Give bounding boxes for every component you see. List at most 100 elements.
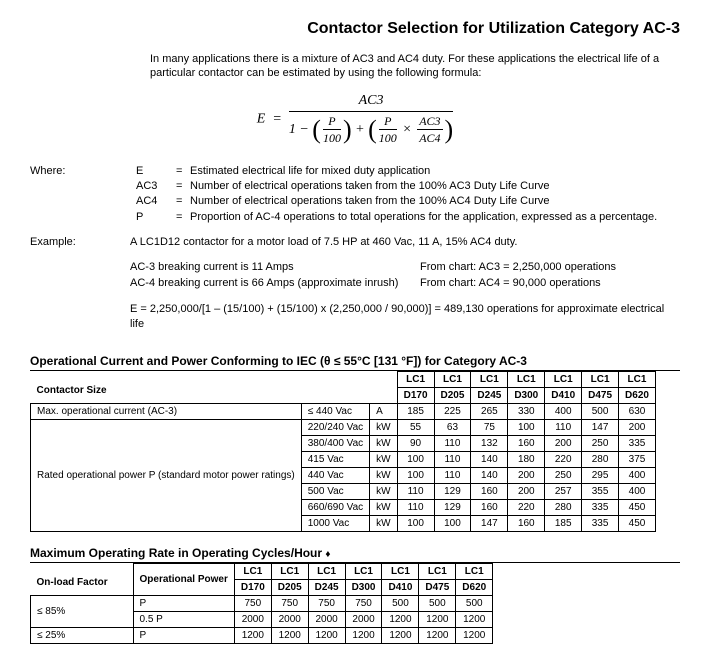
- t1-r6-v1: 100: [434, 516, 471, 532]
- t1-r2-v3: 180: [508, 452, 545, 468]
- formula-lhs: E: [257, 111, 266, 126]
- t1-r5-v3: 220: [508, 500, 545, 516]
- t1-r6-v0: 100: [397, 516, 434, 532]
- formula-eq: =: [272, 111, 281, 126]
- t2-r0-v4: 500: [382, 596, 419, 612]
- t1-r0-v0: 55: [397, 420, 434, 436]
- def-sym-3: P: [136, 210, 176, 225]
- t1-maxop-v4: 400: [545, 404, 582, 420]
- t1-r5-v1: 129: [434, 500, 471, 516]
- def-eq-3: =: [176, 210, 190, 225]
- t2-r2-v1: 1200: [271, 628, 308, 644]
- t1-r3-v3: 200: [508, 468, 545, 484]
- def-eq-1: =: [176, 179, 190, 194]
- table2-heading: Maximum Operating Rate in Operating Cycl…: [30, 546, 680, 563]
- example-right-2: From chart: AC4 = 90,000 operations: [420, 275, 680, 292]
- t1-r6-v3: 160: [508, 516, 545, 532]
- t1-r2-v2: 140: [471, 452, 508, 468]
- t2-lc1-4: LC1: [382, 564, 419, 580]
- t1-r2-v1: 110: [434, 452, 471, 468]
- t1-r1-v5: 250: [582, 436, 619, 452]
- t1-r3-v6: 400: [619, 468, 656, 484]
- t2-r1-power: 0.5 P: [133, 612, 234, 628]
- where-label: Where:: [30, 164, 136, 179]
- t2-r1-v5: 1200: [419, 612, 456, 628]
- t2-lc1-3: LC1: [345, 564, 382, 580]
- t1-r4-cond: 500 Vac: [301, 484, 369, 500]
- t1-model-4: D410: [545, 388, 582, 404]
- oppower-label: Operational Power: [133, 564, 234, 596]
- t1-maxop-cond: ≤ 440 Vac: [301, 404, 369, 420]
- table1-heading: Operational Current and Power Conforming…: [30, 354, 680, 371]
- formula-ac3: AC3: [417, 114, 442, 130]
- t2-r0-v0: 750: [234, 596, 271, 612]
- formula-h2: 100: [379, 130, 397, 146]
- t2-r0-factor: ≤ 85%: [31, 596, 134, 628]
- t1-lc1-0: LC1: [397, 372, 434, 388]
- example-details: AC-3 breaking current is 11 Amps AC-4 br…: [130, 259, 680, 292]
- t1-r4-v0: 110: [397, 484, 434, 500]
- example-block: Example: A LC1D12 contactor for a motor …: [30, 235, 680, 250]
- t1-r6-cond: 1000 Vac: [301, 516, 369, 532]
- t1-r5-v2: 160: [471, 500, 508, 516]
- t1-maxop-label: Max. operational current (AC-3): [31, 404, 302, 420]
- t2-r2-v4: 1200: [382, 628, 419, 644]
- def-sym-2: AC4: [136, 194, 176, 209]
- formula: E = AC3 1 − (P100) + (P100 × AC3AC4): [30, 93, 680, 146]
- t1-r0-v4: 110: [545, 420, 582, 436]
- t1-r0-v2: 75: [471, 420, 508, 436]
- t1-maxop-v0: 185: [397, 404, 434, 420]
- t1-r1-unit: kW: [370, 436, 397, 452]
- t2-model-5: D475: [419, 580, 456, 596]
- t1-lc1-1: LC1: [434, 372, 471, 388]
- t2-lc1-0: LC1: [234, 564, 271, 580]
- t1-r1-cond: 380/400 Vac: [301, 436, 369, 452]
- example-calc: E = 2,250,000/[1 – (15/100) + (15/100) x…: [130, 302, 680, 333]
- t1-r6-v5: 335: [582, 516, 619, 532]
- t1-r2-v6: 375: [619, 452, 656, 468]
- t2-r0-v5: 500: [419, 596, 456, 612]
- table1: Contactor Size LC1 LC1 LC1 LC1 LC1 LC1 L…: [30, 371, 656, 532]
- contactor-size-label: Contactor Size: [31, 372, 398, 404]
- t2-model-1: D205: [271, 580, 308, 596]
- t1-maxop-v1: 225: [434, 404, 471, 420]
- formula-one: 1: [289, 122, 296, 137]
- t1-model-5: D475: [582, 388, 619, 404]
- t2-r1-v3: 2000: [345, 612, 382, 628]
- t1-r0-cond: 220/240 Vac: [301, 420, 369, 436]
- t1-r1-v1: 110: [434, 436, 471, 452]
- table2: On-load Factor Operational Power LC1 LC1…: [30, 563, 493, 644]
- formula-numerator: AC3: [289, 93, 453, 112]
- t2-model-2: D245: [308, 580, 345, 596]
- def-text-0: Estimated electrical life for mixed duty…: [190, 164, 680, 179]
- t1-r0-unit: kW: [370, 420, 397, 436]
- t1-r1-v2: 132: [471, 436, 508, 452]
- table2-heading-text: Maximum Operating Rate in Operating Cycl…: [30, 546, 325, 560]
- formula-ac4: AC4: [417, 130, 442, 146]
- t1-r3-unit: kW: [370, 468, 397, 484]
- def-sym-0: E: [136, 164, 176, 179]
- t1-r5-v6: 450: [619, 500, 656, 516]
- t2-r2-v0: 1200: [234, 628, 271, 644]
- diamond-icon: ♦: [325, 549, 330, 560]
- example-label: Example:: [30, 235, 130, 250]
- t1-r5-v0: 110: [397, 500, 434, 516]
- t1-r2-v0: 100: [397, 452, 434, 468]
- t2-lc1-5: LC1: [419, 564, 456, 580]
- t2-r2-v3: 1200: [345, 628, 382, 644]
- def-eq-2: =: [176, 194, 190, 209]
- def-sym-1: AC3: [136, 179, 176, 194]
- t1-r6-unit: kW: [370, 516, 397, 532]
- t1-r2-v5: 280: [582, 452, 619, 468]
- t1-maxop-v2: 265: [471, 404, 508, 420]
- table-row: Contactor Size LC1 LC1 LC1 LC1 LC1 LC1 L…: [31, 372, 656, 388]
- t2-r1-v1: 2000: [271, 612, 308, 628]
- t1-r5-cond: 660/690 Vac: [301, 500, 369, 516]
- example-right-1: From chart: AC3 = 2,250,000 operations: [420, 259, 680, 276]
- table-row: ≤ 25% P 1200 1200 1200 1200 1200 1200 12…: [31, 628, 493, 644]
- t2-r0-v1: 750: [271, 596, 308, 612]
- t1-model-3: D300: [508, 388, 545, 404]
- t1-r4-v3: 200: [508, 484, 545, 500]
- t1-r4-v6: 400: [619, 484, 656, 500]
- page-title: Contactor Selection for Utilization Cate…: [30, 20, 680, 38]
